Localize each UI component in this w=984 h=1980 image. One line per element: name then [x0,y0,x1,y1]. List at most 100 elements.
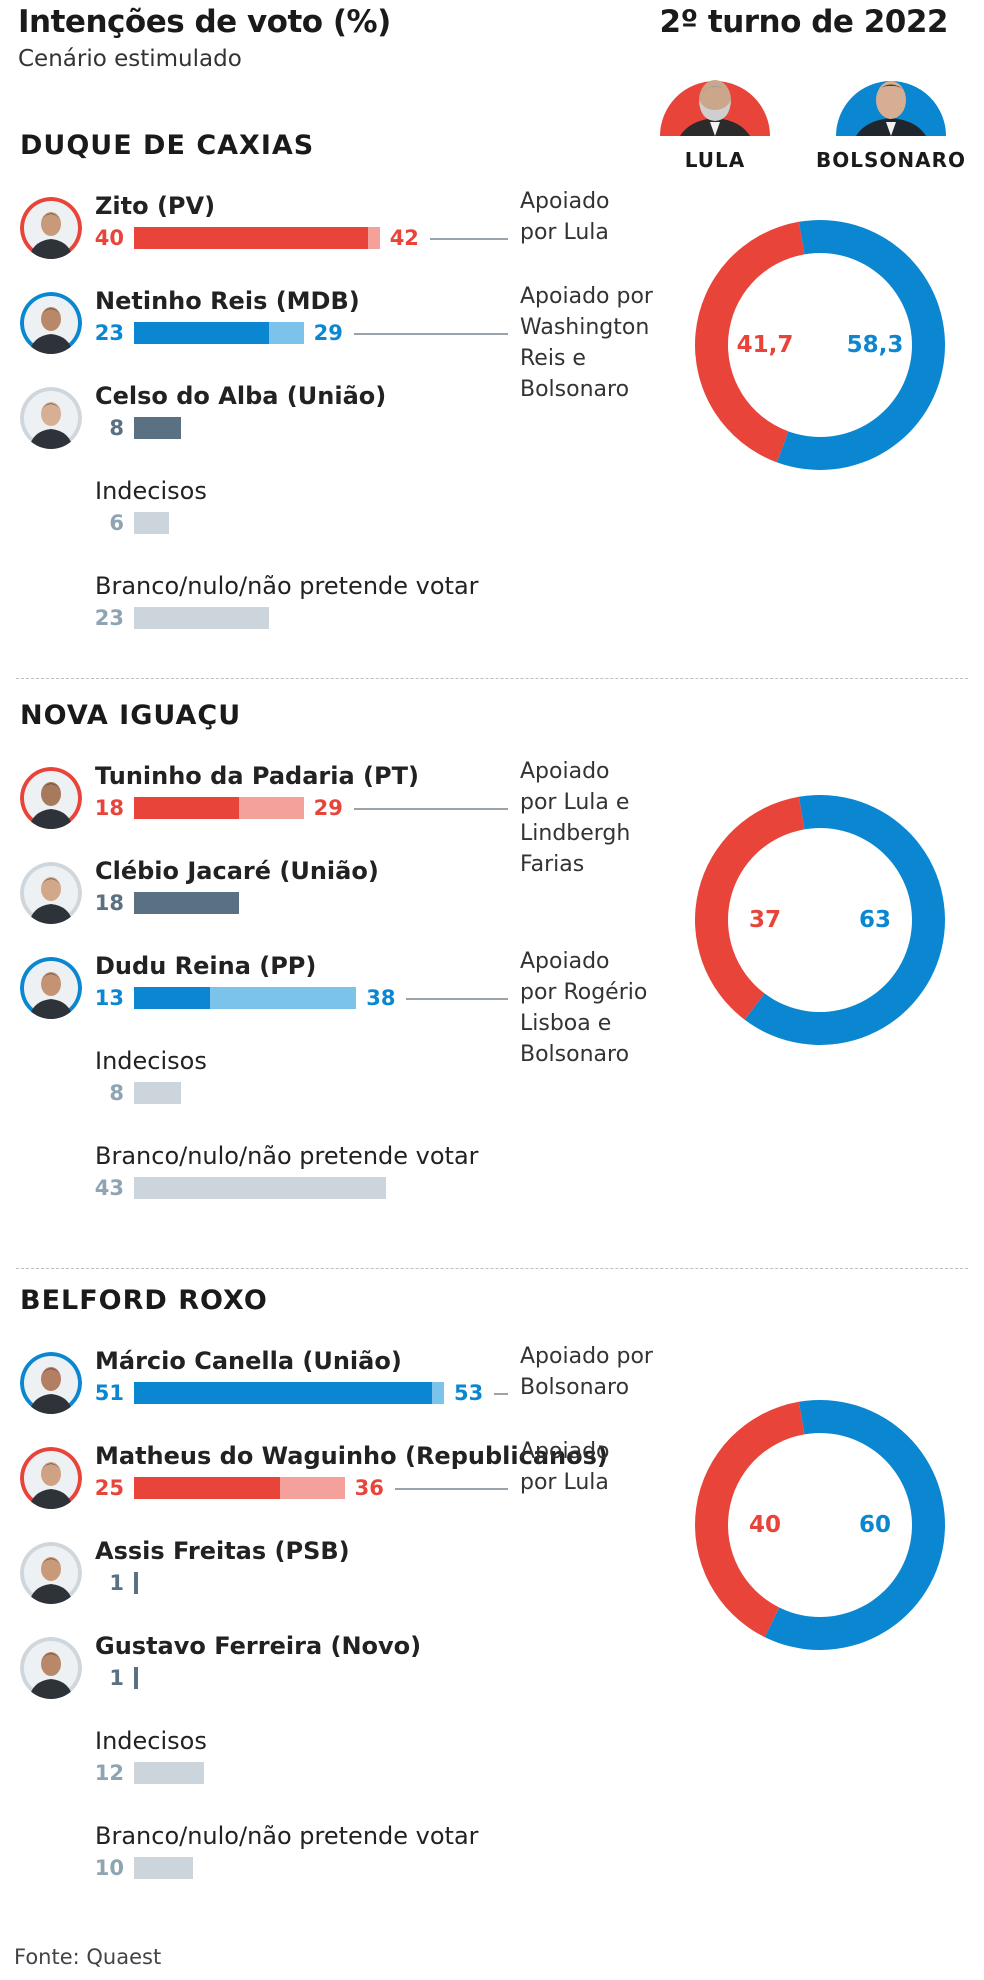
donut-chart: 41,7 58,3 [695,220,945,470]
bolsonaro-portrait [836,80,946,136]
donut-label-bolsonaro: 63 [859,907,891,933]
value-label-2: 29 [313,321,343,345]
value-label-2: 42 [389,226,419,250]
value-label: 25 [94,1476,124,1500]
bar-mark [134,1667,138,1689]
bar-mark-extension [268,322,304,344]
candidate-avatar [20,862,82,924]
bar-mark [134,1177,386,1199]
donut-label-lula: 37 [749,907,781,933]
value-label: 8 [109,416,124,440]
row-label: Márcio Canella (União) [95,1347,402,1375]
value-label: 43 [94,1176,124,1200]
bar-mark [134,892,240,914]
row-label: Tuninho da Padaria (PT) [95,762,419,790]
row-label: Celso do Alba (União) [95,382,387,410]
value-label: 8 [109,1081,124,1105]
value-label: 40 [94,226,124,250]
row-label: Assis Freitas (PSB) [95,1537,350,1565]
candidate-avatar [20,1542,82,1604]
bar-mark [134,1762,205,1784]
connector-line [394,1488,508,1490]
donut-slice-lula [695,796,805,1020]
support-note: Apoiado por Rogério Lisboa e Bolsonaro [520,949,648,1067]
page-subtitle: Cenário estimulado [18,46,242,72]
connector-line [494,1393,508,1395]
bar-mark-extension [432,1382,445,1404]
donut-slice-lula [695,221,805,463]
value-label: 6 [109,511,124,535]
value-label-2: 29 [313,796,343,820]
donut-label-lula: 41,7 [737,332,794,358]
support-note: Apoiado por Lula e Lindbergh Farias [520,759,631,877]
connector-line [353,808,508,810]
row-label: Clébio Jacaré (União) [95,857,379,885]
bar-mark [134,797,240,819]
value-label: 1 [109,1666,124,1690]
connector-line [406,998,508,1000]
bar-mark [134,1857,193,1879]
bar-mark [134,1382,433,1404]
bar-mark [134,1082,181,1104]
section-separator [16,678,968,679]
row-label: Zito (PV) [95,192,216,220]
value-label-2: 36 [354,1476,384,1500]
row-label: Indecisos [95,477,207,505]
value-label: 18 [94,796,124,820]
value-label-2: 38 [366,986,396,1010]
support-note: Apoiado por Lula [520,1439,610,1495]
support-note: Apoiado por Bolsonaro [520,1344,653,1400]
section-title: DUQUE DE CAXIAS [20,130,315,161]
bolsonaro-label: BOLSONARO [815,148,966,172]
bar-mark [134,227,368,249]
bar-mark-extension [210,987,357,1009]
bar-mark [134,1477,281,1499]
row-label: Branco/nulo/não pretende votar [95,1822,479,1850]
support-note: Apoiado por Lula [520,189,610,245]
donut-slice-lula [695,1401,805,1638]
value-label: 10 [94,1856,124,1880]
lula-portrait [660,80,770,136]
donut-chart: 40 60 [695,1400,945,1650]
row-label: Branco/nulo/não pretende votar [95,1142,479,1170]
page-title: Intenções de voto (%) [18,4,391,40]
donut-chart: 37 63 [695,795,945,1045]
row-label: Matheus do Waguinho (Republicanos) [95,1442,608,1470]
row-label: Indecisos [95,1047,207,1075]
section-separator [16,1268,968,1269]
value-label: 23 [94,606,124,630]
turno-title: 2º turno de 2022 [659,4,949,40]
section-title: NOVA IGUAÇU [20,700,242,731]
candidate-avatar [20,197,82,259]
lula-label: LULA [684,148,746,172]
candidate-avatar [20,1352,82,1414]
bar-mark [134,987,211,1009]
bar-mark [134,607,269,629]
row-label: Branco/nulo/não pretende votar [95,572,479,600]
row-label: Indecisos [95,1727,207,1755]
connector-line [429,238,508,240]
bar-mark-extension [368,227,380,249]
donut-label-lula: 40 [749,1512,781,1538]
connector-line [353,333,508,335]
candidate-avatar [20,1447,82,1509]
bar-mark-extension [280,1477,345,1499]
bar-mark [134,417,181,439]
candidate-avatar [20,957,82,1019]
bar-mark [134,512,170,534]
value-label: 23 [94,321,124,345]
donut-slice-bolsonaro [776,220,945,470]
value-label: 1 [109,1571,124,1595]
value-label: 13 [94,986,124,1010]
donut-label-bolsonaro: 60 [859,1512,891,1538]
bar-mark-extension [239,797,304,819]
source-note: Fonte: Quaest [14,1945,162,1969]
row-label: Dudu Reina (PP) [95,952,317,980]
value-label: 18 [94,891,124,915]
donut-label-bolsonaro: 58,3 [847,332,904,358]
row-label: Gustavo Ferreira (Novo) [95,1632,422,1660]
support-note: Apoiado por Washington Reis e Bolsonaro [520,284,653,402]
value-label: 51 [94,1381,124,1405]
bar-mark [134,322,269,344]
